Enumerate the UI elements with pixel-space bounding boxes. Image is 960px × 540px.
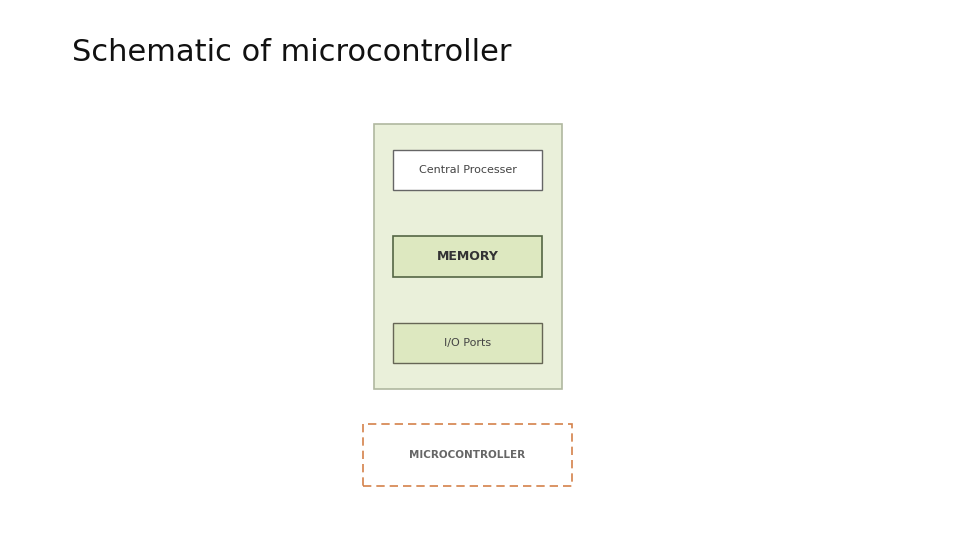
FancyBboxPatch shape	[374, 124, 562, 389]
Text: MICROCONTROLLER: MICROCONTROLLER	[410, 450, 525, 460]
Text: Schematic of microcontroller: Schematic of microcontroller	[72, 38, 512, 67]
FancyBboxPatch shape	[394, 237, 541, 276]
Text: MEMORY: MEMORY	[437, 250, 498, 263]
FancyBboxPatch shape	[394, 150, 541, 190]
Text: I/O Ports: I/O Ports	[444, 338, 492, 348]
Text: Central Processer: Central Processer	[419, 165, 516, 175]
FancyBboxPatch shape	[363, 424, 572, 486]
FancyBboxPatch shape	[394, 322, 541, 363]
